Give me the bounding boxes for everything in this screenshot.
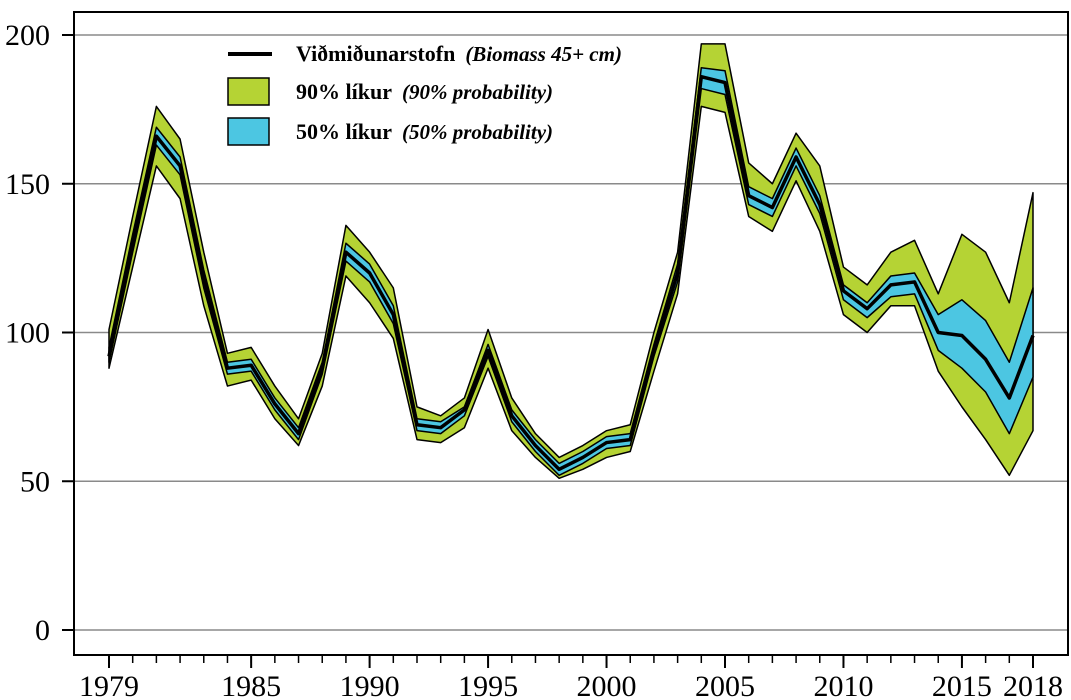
biomass-line: [107, 74, 1035, 472]
x-tick-label: 1995: [458, 670, 518, 700]
x-tick-label: 1985: [221, 670, 281, 700]
y-tick-label: 50: [20, 465, 50, 498]
x-axis: 1979 1985 1990 1995 2000 2005 2010 2015 2018: [79, 655, 1063, 700]
y-tick-label: 150: [5, 168, 50, 201]
x-tick-label: 2018: [1003, 670, 1063, 700]
band-90: [108, 43, 1034, 480]
series-lines: [107, 74, 1035, 472]
legend-label-biomass: Viðmiðunarstofn (Biomass 45+ cm): [296, 41, 622, 66]
x-tick-label: 1979: [79, 670, 139, 700]
y-axis: 0 50 100 150 200: [5, 19, 74, 647]
x-tick-label: 2005: [695, 670, 755, 700]
y-tick-label: 100: [5, 317, 50, 350]
y-tick-label: 200: [5, 19, 50, 52]
legend-label-90: 90% líkur (90% probability): [296, 79, 553, 104]
x-tick-label: 2000: [577, 670, 637, 700]
legend-label-50: 50% líkur (50% probability): [296, 119, 553, 144]
legend: Viðmiðunarstofn (Biomass 45+ cm) 90% lík…: [227, 41, 622, 146]
y-tick-label: 0: [35, 614, 50, 647]
legend-swatch-90: [227, 77, 270, 106]
x-tick-label: 2010: [813, 670, 873, 700]
legend-swatch-50: [227, 117, 270, 146]
x-tick-label: 2015: [932, 670, 992, 700]
x-tick-label: 1990: [340, 670, 400, 700]
gridlines: [74, 34, 1068, 631]
probability-bands: [108, 43, 1034, 480]
